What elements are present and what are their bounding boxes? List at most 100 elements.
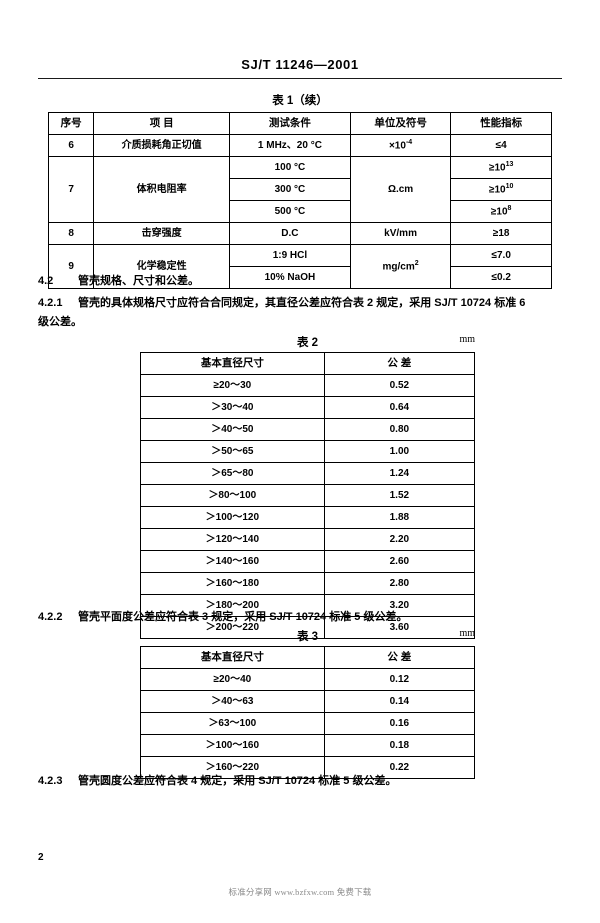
table1-cell-spec: ≤4 <box>450 134 552 157</box>
clause-4-2-number: 4.2 <box>38 275 54 287</box>
table2-cell-tolerance: 1.24 <box>323 462 476 485</box>
table3-cell-tolerance: 0.16 <box>323 712 476 735</box>
table2-cell-tolerance: 1.88 <box>323 506 476 529</box>
table1-caption: 表 1（续） <box>272 95 328 107</box>
table1-cell-no: 8 <box>47 222 95 245</box>
table-row: ＞40～63 0.14 <box>140 690 476 713</box>
table1-cell-condition: 500 °C <box>229 200 351 223</box>
table1-cell-spec: ≤7.0 <box>450 244 552 267</box>
clause-4-2: 4.2 管壳规格、尺寸和公差。 <box>38 272 562 291</box>
table-row: 10% NaOH ≤0.2 <box>49 266 552 289</box>
table2-cell-tolerance: 0.80 <box>323 418 476 441</box>
table1: 序号 项 目 测试条件 单位及符号 性能指标 6 介质损耗角正切值 1 MHz、20… <box>47 112 552 289</box>
table1-cell-unit: kV/mm <box>349 222 452 245</box>
table-row: 7 体积电阻率 100 °C Ω.cm ≥1013 <box>47 156 552 223</box>
table1-cell-condition: D.C <box>229 222 351 245</box>
table2-header-row: 基本直径尺寸 公 差 <box>140 352 476 375</box>
table2-cell-range: ＞30～40 <box>140 396 325 419</box>
standard-number: SJ/T 11246—2001 <box>241 57 359 72</box>
table-row: ＞40～50 0.80 <box>140 418 476 441</box>
table-row: 6 介质损耗角正切值 1 MHz、20 °C ×10-4 ≤4 <box>47 134 552 157</box>
table-row: ＞30～40 0.64 <box>140 396 476 419</box>
table-row: ＞80～100 1.52 <box>140 484 476 507</box>
table-row: ＞200～220 3.60 <box>140 616 476 639</box>
table-row: 8 击穿强度 D.C kV/mm ≥18 <box>47 222 552 245</box>
table2-cell-tolerance: 1.52 <box>323 484 476 507</box>
table1-cell-item: 体积电阻率 <box>93 156 231 223</box>
table3-cell-tolerance: 0.12 <box>323 668 476 691</box>
table1-cell-condition: 300 °C <box>229 178 351 201</box>
table1-cell-spec: ≤0.2 <box>450 266 552 289</box>
table3-cell-tolerance: 0.14 <box>323 690 476 713</box>
table2: 基本直径尺寸 公 差 ≥20～30 0.52 ＞30～40 0.64 ＞40～50 0.8… <box>140 352 476 639</box>
table3-head: 基本直径尺寸 公 差 <box>140 646 476 669</box>
table1-cell-spec: ≥1010 <box>450 178 552 201</box>
table2-col-tolerance: 公 差 <box>323 352 476 375</box>
table1-cell-condition: 1:9 HCl <box>229 244 351 267</box>
table3-caption: 表 3 <box>296 631 319 643</box>
clause-4-2-2: 4.2.2 管壳平面度公差应符合表 3 规定，采用 SJ/T 10724 标准 5… <box>38 608 562 627</box>
table1-col-item: 项 目 <box>93 112 231 135</box>
table1-cell-unit: Ω.cm <box>349 156 452 223</box>
table2-cell-tolerance: 3.60 <box>323 616 476 639</box>
clause-4-2-2-number: 4.2.2 <box>38 611 63 623</box>
table1-cell-condition: 10% NaOH <box>229 266 351 289</box>
table2-cell-range: ＞50～65 <box>140 440 325 463</box>
table2-cell-range: ＞200～220 <box>140 616 325 639</box>
table-row: ＞50～65 1.00 <box>140 440 476 463</box>
clause-4-2-1-number: 4.2.1 <box>38 297 63 309</box>
table-row: ＞100～160 0.18 <box>140 734 476 757</box>
table2-cell-tolerance: 1.00 <box>323 440 476 463</box>
table2-cell-range: ≥20～30 <box>140 374 325 397</box>
table2-cell-range: ＞140～160 <box>140 550 325 573</box>
table2-container: 基本直径尺寸 公 差 ≥20～30 0.52 ＞30～40 0.64 ＞40～50 0.8… <box>140 352 476 639</box>
table1-cell-unit: mg/cm2 <box>349 244 452 289</box>
clause-4-2-1-text-cont: 级公差。 <box>38 316 82 328</box>
table-row: 9 化学稳定性 1:9 HCl mg/cm2 ≤7.0 <box>47 244 552 289</box>
table3-col-range: 基本直径尺寸 <box>140 646 325 669</box>
table2-cell-range: ＞80～100 <box>140 484 325 507</box>
table1-head: 序号 项 目 测试条件 单位及符号 性能指标 <box>47 112 552 135</box>
table3-cell-tolerance: 0.18 <box>323 734 476 757</box>
table1-cell-item: 化学稳定性 <box>93 244 231 289</box>
table-row: ＞140～160 2.60 <box>140 550 476 573</box>
clause-4-2-1-line1: 4.2.1 管壳的具体规格尺寸应符合合同规定，其直径公差应符合表 2 规定，采用 … <box>38 294 562 313</box>
table3: 基本直径尺寸 公 差 ≥20～40 0.12 ＞40～63 0.14 ＞63～100 0.… <box>140 646 476 779</box>
clause-4-2-1-line2: 级公差。 <box>38 313 562 332</box>
table2-body: ≥20～30 0.52 ＞30～40 0.64 ＞40～50 0.80 ＞50～65 1.00… <box>140 374 476 639</box>
table-row: ＞160～220 0.22 <box>140 756 476 779</box>
table2-cell-range: ＞65～80 <box>140 462 325 485</box>
table2-cell-range: ＞120～140 <box>140 528 325 551</box>
clause-4-2-text: 管壳规格、尺寸和公差。 <box>78 275 199 287</box>
table1-col-unit: 单位及符号 <box>349 112 452 135</box>
table1-cell-no: 6 <box>47 134 95 157</box>
clause-4-2-3-text: 管壳圆度公差应符合表 4 规定，采用 SJ/T 10724 标准 5 级公差。 <box>78 775 397 787</box>
table3-cell-range: ＞100～160 <box>140 734 325 757</box>
table1-cell-condition: 1 MHz、20 °C <box>229 134 351 157</box>
table1-cell-item: 击穿强度 <box>93 222 231 245</box>
table3-cell-tolerance: 0.22 <box>323 756 476 779</box>
table2-unit-note: mm <box>459 334 475 345</box>
table2-col-range: 基本直径尺寸 <box>140 352 325 375</box>
table3-col-tolerance: 公 差 <box>323 646 476 669</box>
table-row: ＞120～140 2.20 <box>140 528 476 551</box>
table-row: ＞160～180 2.80 <box>140 572 476 595</box>
table3-body: ≥20～40 0.12 ＞40～63 0.14 ＞63～100 0.16 ＞100～160 0… <box>140 668 476 779</box>
table3-unit-note: mm <box>459 628 475 639</box>
clause-4-2-3-number: 4.2.3 <box>38 775 63 787</box>
table1-col-spec: 性能指标 <box>450 112 552 135</box>
table2-cell-tolerance: 2.80 <box>323 572 476 595</box>
clause-4-2-2-text: 管壳平面度公差应符合表 3 规定，采用 SJ/T 10724 标准 5 级公差。 <box>78 611 408 623</box>
table-row: ≥20～30 0.52 <box>140 374 476 397</box>
table1-col-conditions: 测试条件 <box>229 112 351 135</box>
table3-header-row: 基本直径尺寸 公 差 <box>140 646 476 669</box>
table1-cell-spec: ≥108 <box>450 200 552 223</box>
page-number: 2 <box>38 852 44 863</box>
table-row: ＞65～80 1.24 <box>140 462 476 485</box>
table1-col-no: 序号 <box>47 112 95 135</box>
table3-cell-range: ＞63～100 <box>140 712 325 735</box>
table1-cell-spec: ≥1013 <box>450 156 552 179</box>
table1-cell-item: 介质损耗角正切值 <box>93 134 231 157</box>
table2-cell-range: ＞100～120 <box>140 506 325 529</box>
